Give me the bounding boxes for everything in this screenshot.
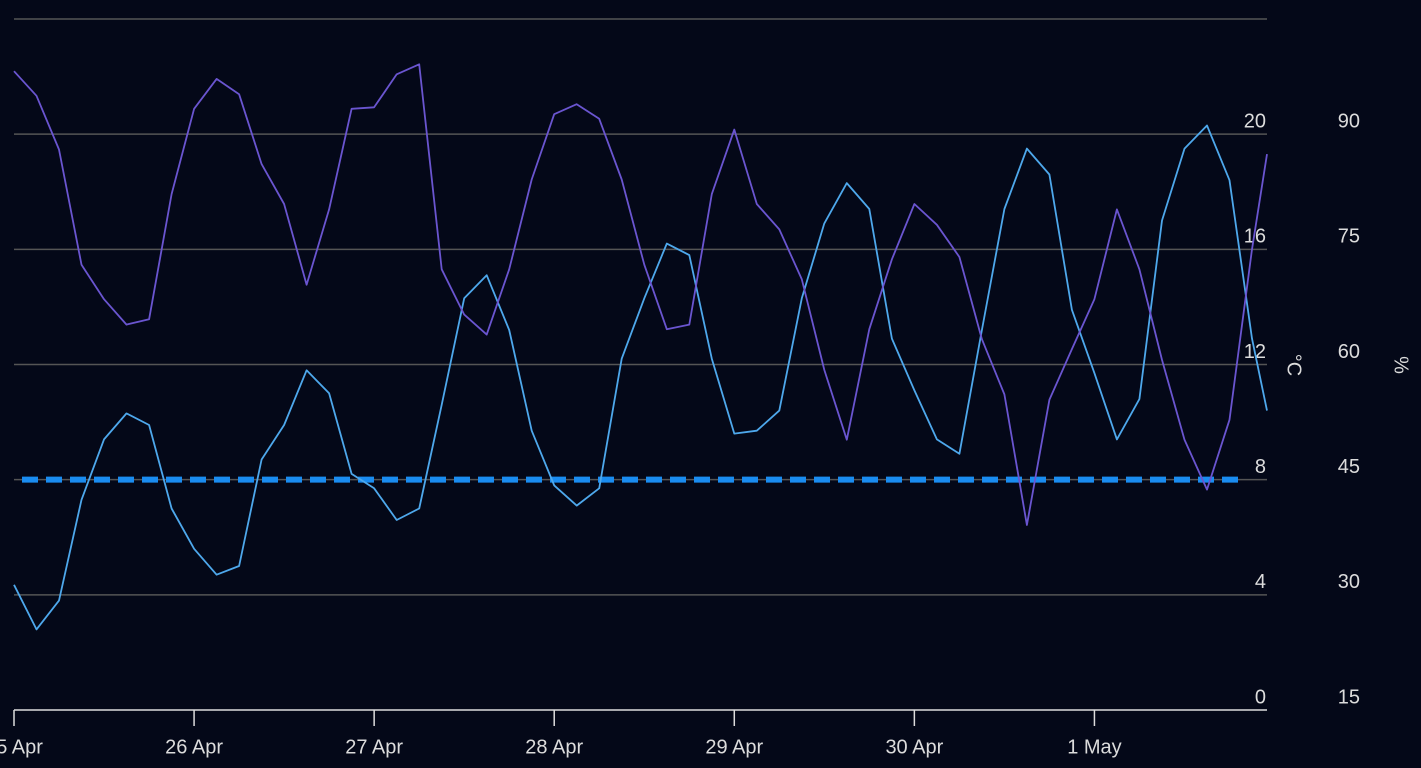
x-tick-label: 28 Apr bbox=[525, 736, 583, 758]
y2-tick-label: 45 bbox=[1338, 456, 1360, 478]
y2-tick-label: 60 bbox=[1338, 341, 1360, 363]
x-tick-label: 25 Apr bbox=[0, 736, 43, 758]
y2-tick-label: 75 bbox=[1338, 226, 1360, 248]
y2-tick-label: 90 bbox=[1338, 110, 1360, 132]
y-tick-label: 8 bbox=[1255, 456, 1266, 478]
y-tick-label: 20 bbox=[1244, 110, 1266, 132]
y-tick-label: 0 bbox=[1255, 686, 1266, 708]
x-tick-label: 29 Apr bbox=[705, 736, 763, 758]
y2-tick-label: 15 bbox=[1338, 686, 1360, 708]
y-axis-label: °C bbox=[1283, 354, 1305, 376]
y2-tick-label: 30 bbox=[1338, 571, 1360, 593]
x-tick-label: 27 Apr bbox=[345, 736, 403, 758]
x-tick-label: 30 Apr bbox=[885, 736, 943, 758]
data-line bbox=[13, 63, 1268, 526]
x-tick-label: 1 May bbox=[1067, 736, 1121, 758]
data-line bbox=[13, 124, 1268, 631]
y2-axis-label: % bbox=[1390, 356, 1412, 374]
y-tick-label: 4 bbox=[1255, 571, 1266, 593]
x-tick-label: 26 Apr bbox=[165, 736, 223, 758]
